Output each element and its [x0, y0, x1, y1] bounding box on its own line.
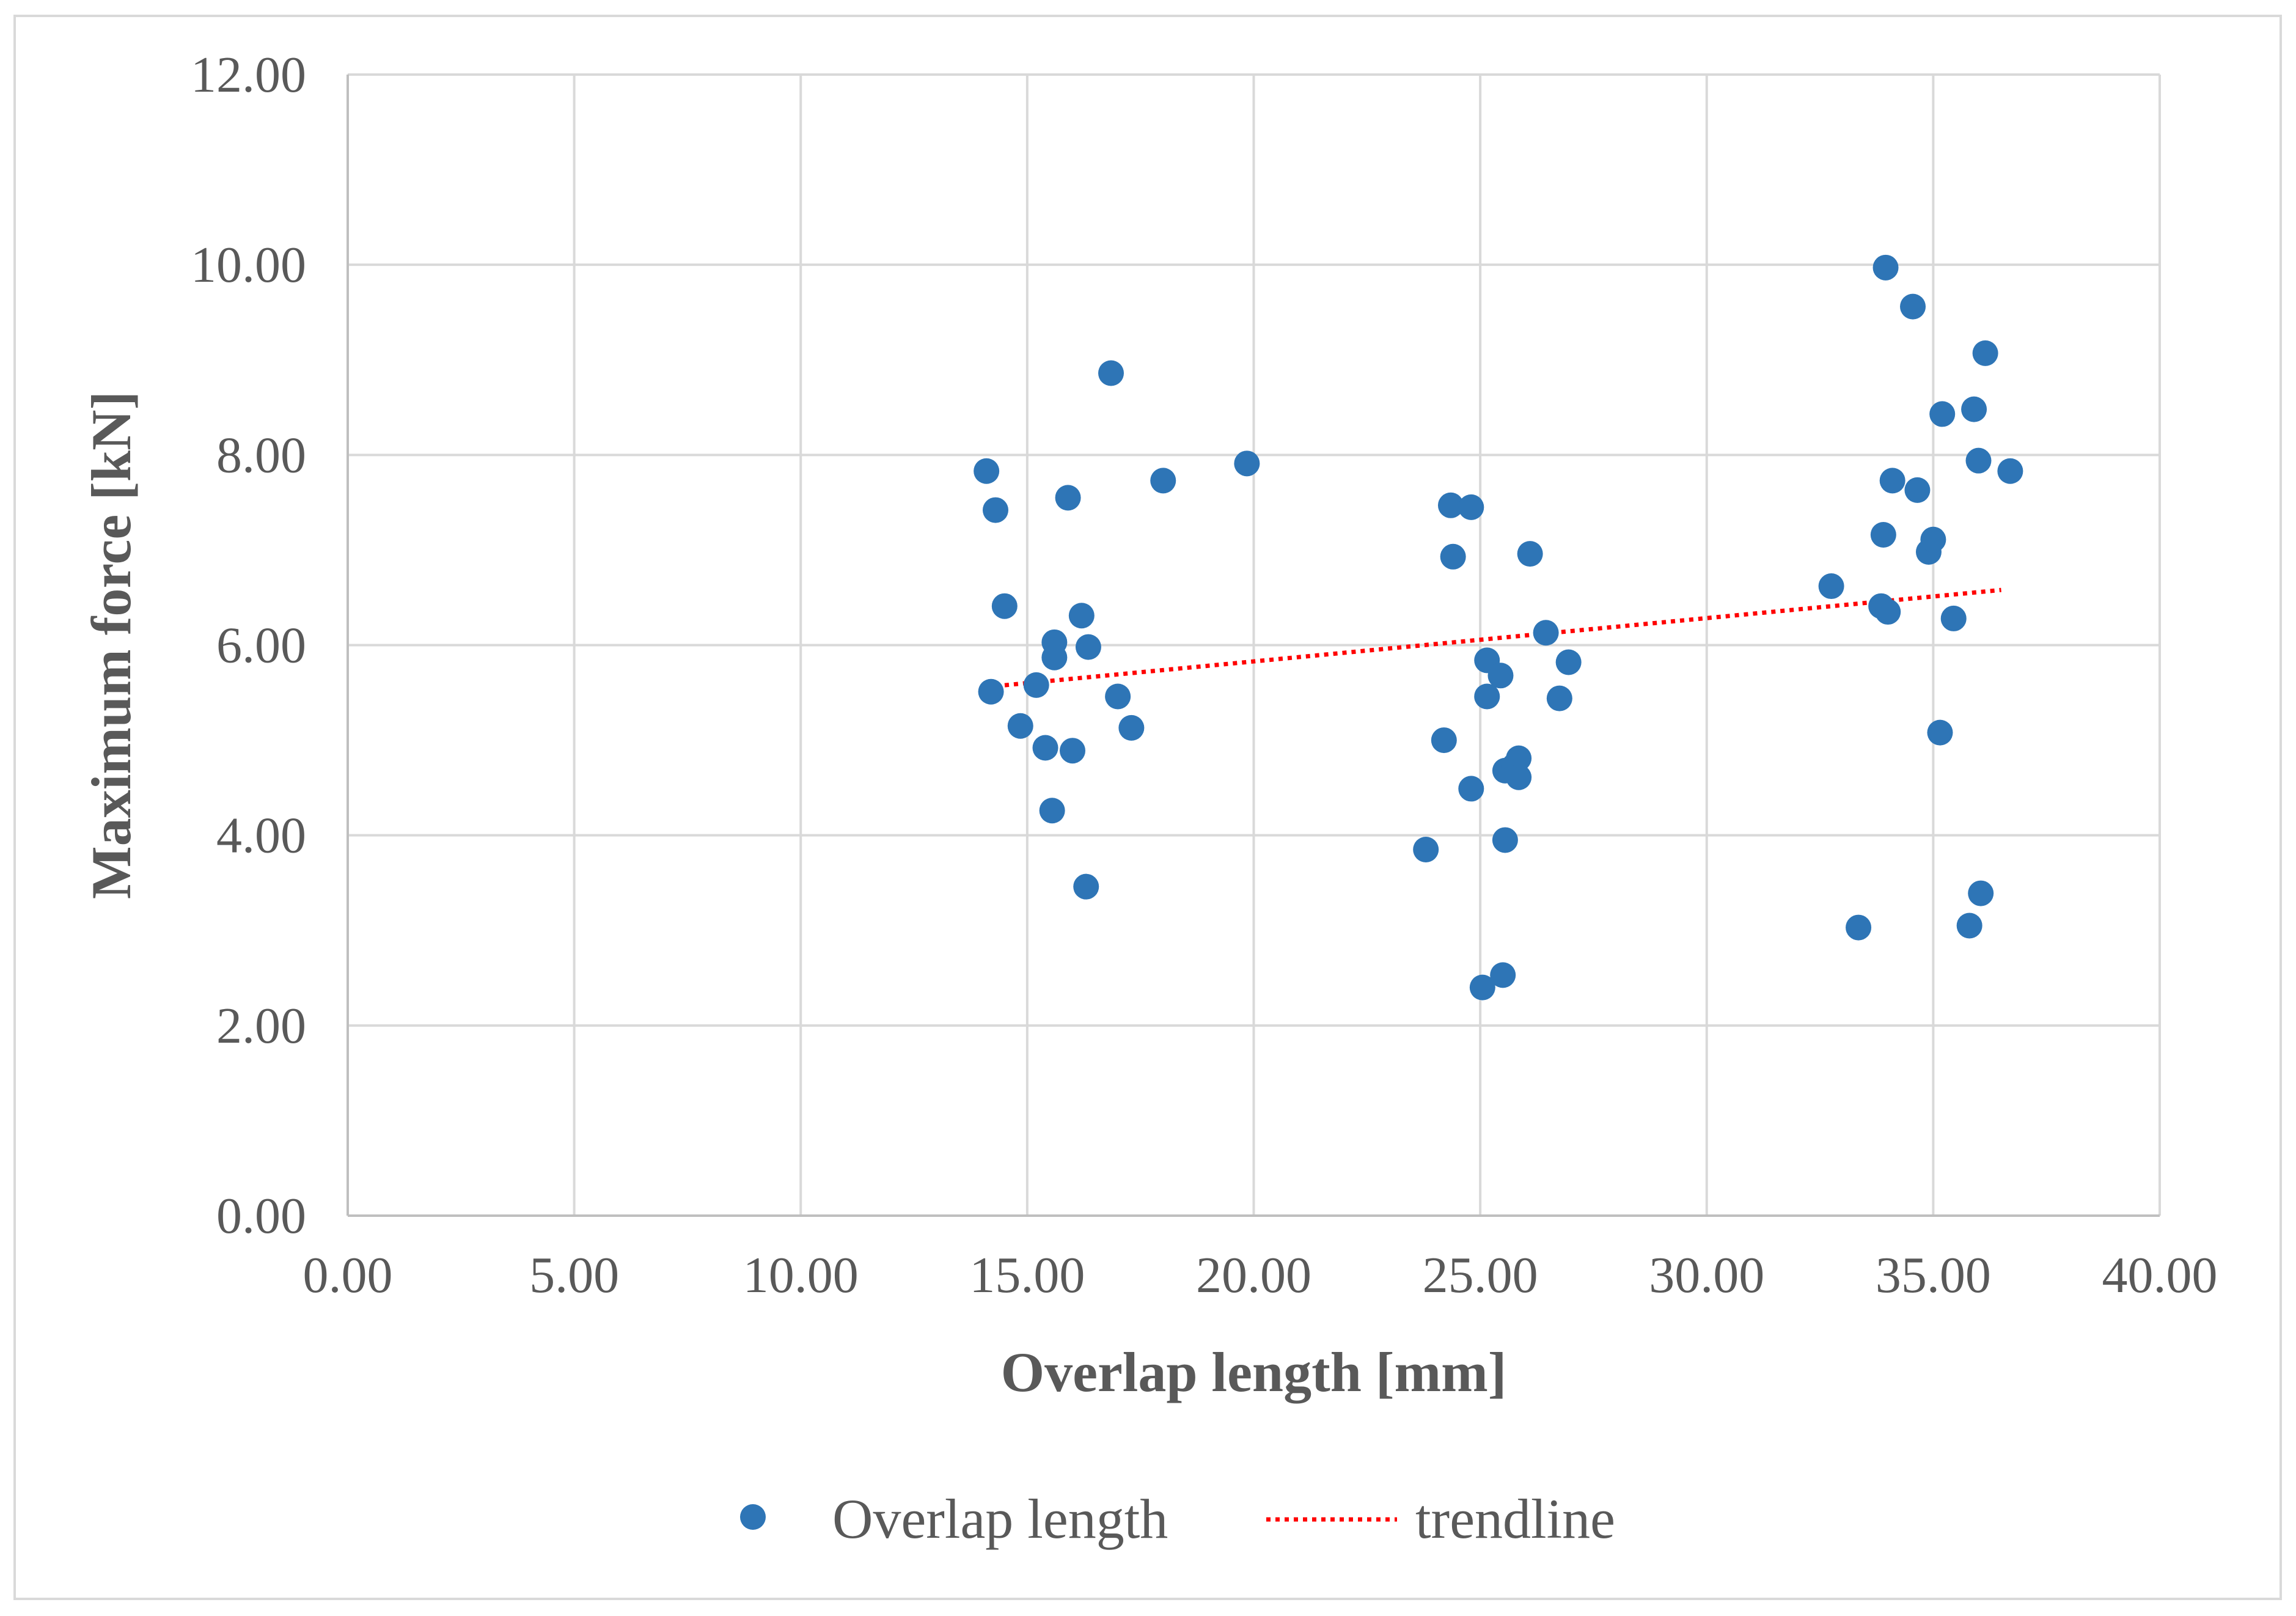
- data-point: [1458, 776, 1484, 802]
- data-point: [982, 497, 1008, 523]
- data-point: [1929, 401, 1956, 427]
- data-point: [1965, 447, 1992, 474]
- x-tick-label: 20.00: [1196, 1247, 1311, 1304]
- data-point: [1506, 764, 1532, 790]
- data-point: [1431, 727, 1457, 754]
- data-point: [1440, 543, 1466, 570]
- y-tick-label: 12.00: [191, 46, 306, 103]
- data-point: [1872, 254, 1899, 281]
- data-point: [1458, 494, 1484, 520]
- x-tick-label: 25.00: [1423, 1247, 1538, 1304]
- data-point: [1039, 798, 1065, 824]
- scatter-chart: 0.00 5.00 10.00 15.00 20.00 25.00 30.00 35.00 40…: [80, 46, 2218, 1550]
- grid-layer: [348, 73, 2161, 1216]
- data-point: [1997, 458, 2023, 484]
- y-tick-label: 4.00: [216, 807, 306, 864]
- data-point: [1474, 683, 1500, 710]
- y-tick-label: 6.00: [216, 617, 306, 674]
- legend: Overlap length trendline: [740, 1488, 1615, 1550]
- data-point: [1490, 962, 1516, 988]
- data-points: [974, 254, 2023, 1001]
- data-point: [1032, 735, 1058, 761]
- data-point: [1904, 477, 1931, 503]
- data-point: [1940, 605, 1967, 631]
- y-tick-label: 2.00: [216, 997, 306, 1054]
- x-tick-label: 0.00: [303, 1247, 393, 1304]
- data-point: [1927, 719, 1953, 746]
- x-tick-label: 10.00: [743, 1247, 859, 1304]
- x-tick-label: 35.00: [1876, 1247, 1991, 1304]
- data-point: [1555, 649, 1582, 675]
- data-point: [974, 458, 1000, 484]
- data-point: [1041, 644, 1068, 670]
- data-point: [1533, 620, 1559, 646]
- data-point: [1920, 526, 1946, 553]
- data-point: [978, 678, 1004, 705]
- data-point: [1517, 541, 1543, 567]
- legend-label-overlap-length: Overlap length: [832, 1488, 1168, 1550]
- data-point: [1818, 573, 1844, 600]
- y-tick-label: 0.00: [216, 1188, 306, 1244]
- data-point: [1413, 837, 1439, 863]
- y-axis-title: Maximum force [kN]: [80, 391, 142, 899]
- data-point: [1875, 599, 1901, 625]
- data-point: [1075, 634, 1101, 660]
- x-tick-label: 5.00: [529, 1247, 619, 1304]
- axis-titles: Overlap length [mm] Maximum force [kN]: [80, 391, 1506, 1403]
- data-point: [1972, 340, 1998, 366]
- data-point: [1900, 293, 1926, 320]
- data-point: [1506, 745, 1532, 771]
- x-tick-label: 15.00: [969, 1247, 1085, 1304]
- data-point: [1437, 492, 1464, 518]
- data-point: [1023, 672, 1049, 698]
- data-point: [991, 593, 1018, 619]
- tick-labels: 0.00 5.00 10.00 15.00 20.00 25.00 30.00 35.00 40…: [191, 46, 2218, 1304]
- data-point: [1879, 468, 1905, 494]
- data-point: [1492, 827, 1518, 853]
- legend-label-trendline: trendline: [1415, 1488, 1615, 1550]
- x-axis-title: Overlap length [mm]: [1001, 1341, 1507, 1403]
- data-point: [1150, 468, 1176, 494]
- data-point: [1487, 663, 1514, 689]
- data-point: [1546, 685, 1572, 711]
- data-point: [1007, 713, 1033, 739]
- data-point: [1073, 873, 1099, 900]
- data-point: [1105, 683, 1131, 710]
- data-point: [1956, 913, 1982, 939]
- data-point: [1055, 485, 1081, 511]
- x-tick-label: 40.00: [2102, 1247, 2218, 1304]
- data-point: [1469, 974, 1495, 1001]
- data-point: [1870, 522, 1896, 548]
- legend-marker-overlap-length: [740, 1504, 766, 1530]
- data-point: [1118, 714, 1145, 741]
- y-tick-label: 8.00: [216, 427, 306, 483]
- data-point: [1961, 396, 1987, 422]
- y-tick-label: 10.00: [191, 237, 306, 293]
- data-point: [1968, 880, 1994, 906]
- data-point: [1060, 738, 1085, 764]
- axis-layer: [347, 75, 2160, 1217]
- data-point: [1846, 914, 1872, 941]
- data-point: [1098, 360, 1124, 386]
- chart-frame: 0.00 5.00 10.00 15.00 20.00 25.00 30.00 35.00 40…: [13, 15, 2282, 1600]
- data-point: [1068, 603, 1095, 629]
- x-tick-label: 30.00: [1649, 1247, 1764, 1304]
- data-point: [1234, 450, 1260, 477]
